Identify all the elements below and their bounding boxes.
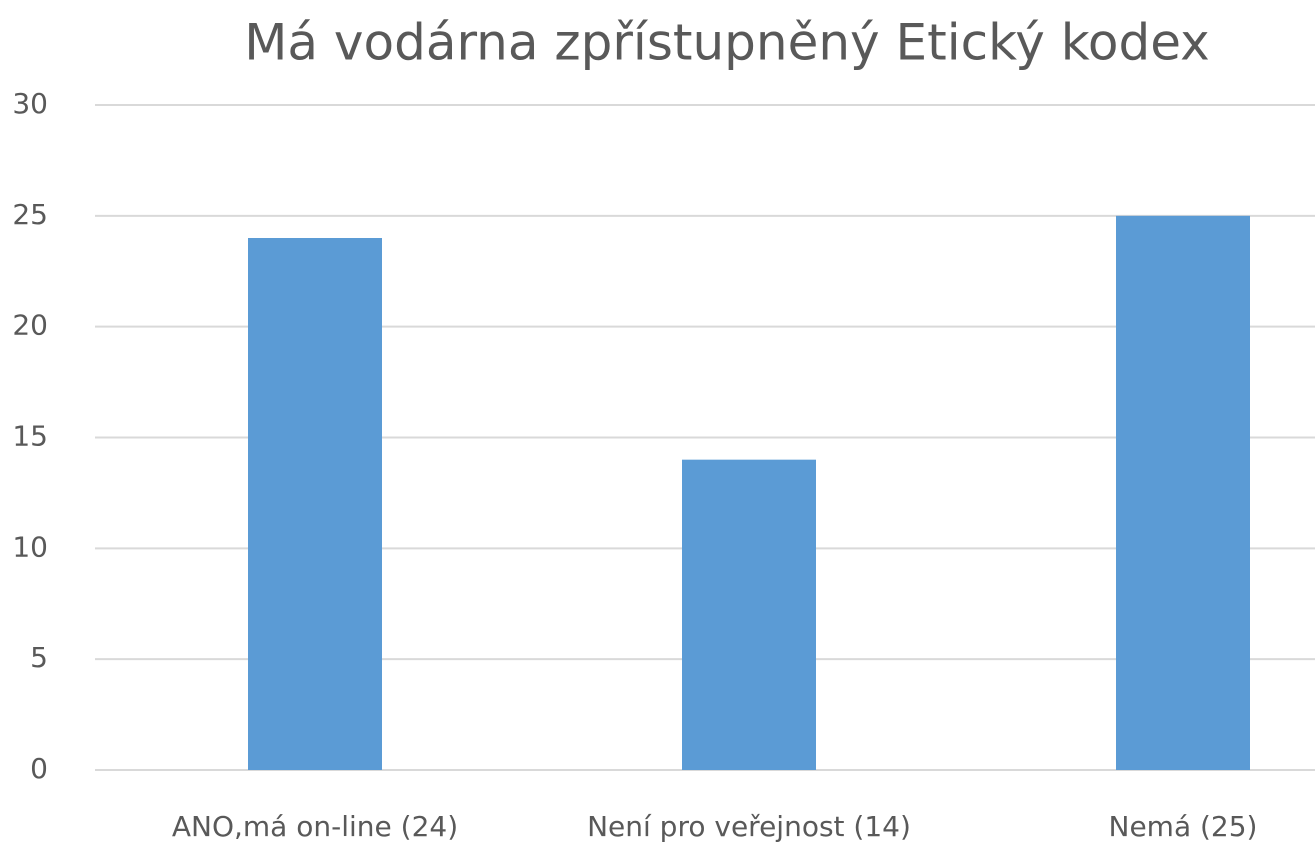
x-tick-label: ANO,má on-line (24) — [172, 810, 458, 843]
x-tick-label: Není pro veřejnost (14) — [587, 810, 911, 843]
y-tick-label: 15 — [12, 420, 48, 453]
chart-title: Má vodárna zpřístupněný Etický kodex — [244, 14, 1209, 72]
bar — [248, 238, 382, 770]
bar — [682, 459, 816, 770]
bar — [1116, 215, 1250, 771]
y-tick-label: 5 — [30, 641, 48, 674]
y-tick-label: 0 — [30, 752, 48, 785]
x-tick-label: Nemá (25) — [1109, 810, 1258, 843]
y-tick-label: 25 — [12, 198, 48, 231]
y-tick-label: 20 — [12, 309, 48, 342]
y-tick-label: 10 — [12, 530, 48, 563]
y-tick-label: 30 — [12, 87, 48, 120]
